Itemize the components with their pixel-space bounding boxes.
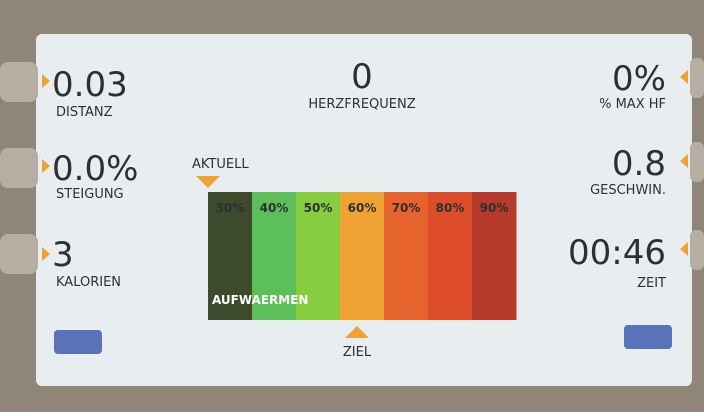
icon-button[interactable] [624,325,672,349]
metric-label: HERZFREQUENZ [308,97,415,112]
phase-label: AUFWAERMEN [212,293,308,307]
zone-bar: 30% 40% 50% 60% 70% 80% 90% AUFWAERMEN [208,192,517,320]
icon-button[interactable] [54,330,102,354]
metric-value: 0.03 [52,65,128,105]
current-label: AKTUELL [192,157,249,172]
metric-label: KALORIEN [56,275,121,290]
side-key[interactable] [690,142,704,182]
side-key[interactable] [690,230,704,270]
display: 0.03DISTANZ 0.0%STEIGUNG 3KALORIEN 0%% MAX … [0,0,704,412]
metric-value: 00:46 [568,233,666,273]
zone-label: 60% [348,201,377,215]
zone-label: 40% [260,201,289,215]
zone-label: 80% [436,201,465,215]
metric-value: 0.8 [612,144,666,184]
side-key[interactable] [0,62,38,102]
metric-label: DISTANZ [56,105,113,120]
metric-value: 0 [351,57,373,97]
metric-label: STEIGUNG [56,187,124,202]
target-label: ZIEL [343,345,372,360]
metric-label: GESCHWIN. [590,183,666,198]
metric-label: % MAX HF [599,97,666,112]
zone-label: 50% [304,201,333,215]
zone-label: 30% [216,201,245,215]
zone-label: 70% [392,201,421,215]
zone-label: 90% [480,201,509,215]
side-key[interactable] [0,148,38,188]
metric-value: 3 [52,235,74,275]
metric-value: 0.0% [52,149,138,189]
metric-label: ZEIT [637,276,666,291]
side-key[interactable] [0,234,38,274]
side-key[interactable] [690,58,704,98]
metric-value: 0% [612,59,666,99]
